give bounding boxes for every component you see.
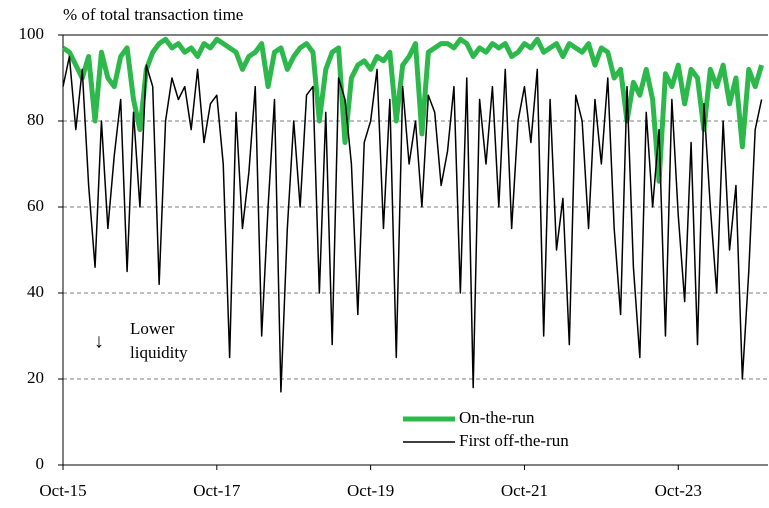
series-line [61, 36, 764, 184]
annotation: Lower [130, 319, 175, 338]
arrow-icon: ↓ [94, 331, 104, 353]
legend-label: First off-the-run [459, 431, 569, 450]
y-tick-label: 20 [27, 368, 44, 387]
y-tick-label: 80 [27, 110, 44, 129]
x-tick-label: Oct-15 [39, 481, 86, 500]
x-tick-label: Oct-21 [501, 481, 548, 500]
y-axis-label: % of total transaction time [63, 5, 243, 24]
legend-label: On-the-run [459, 408, 535, 427]
series-line [62, 55, 763, 393]
x-tick-label: Oct-17 [193, 481, 241, 500]
annotation: liquidity [130, 343, 188, 362]
x-tick-label: Oct-19 [347, 481, 394, 500]
x-tick-label: Oct-23 [655, 481, 702, 500]
y-tick-label: 60 [27, 196, 44, 215]
y-tick-label: 40 [27, 282, 44, 301]
y-tick-label: 0 [36, 454, 45, 473]
y-tick-label: 100 [19, 24, 45, 43]
